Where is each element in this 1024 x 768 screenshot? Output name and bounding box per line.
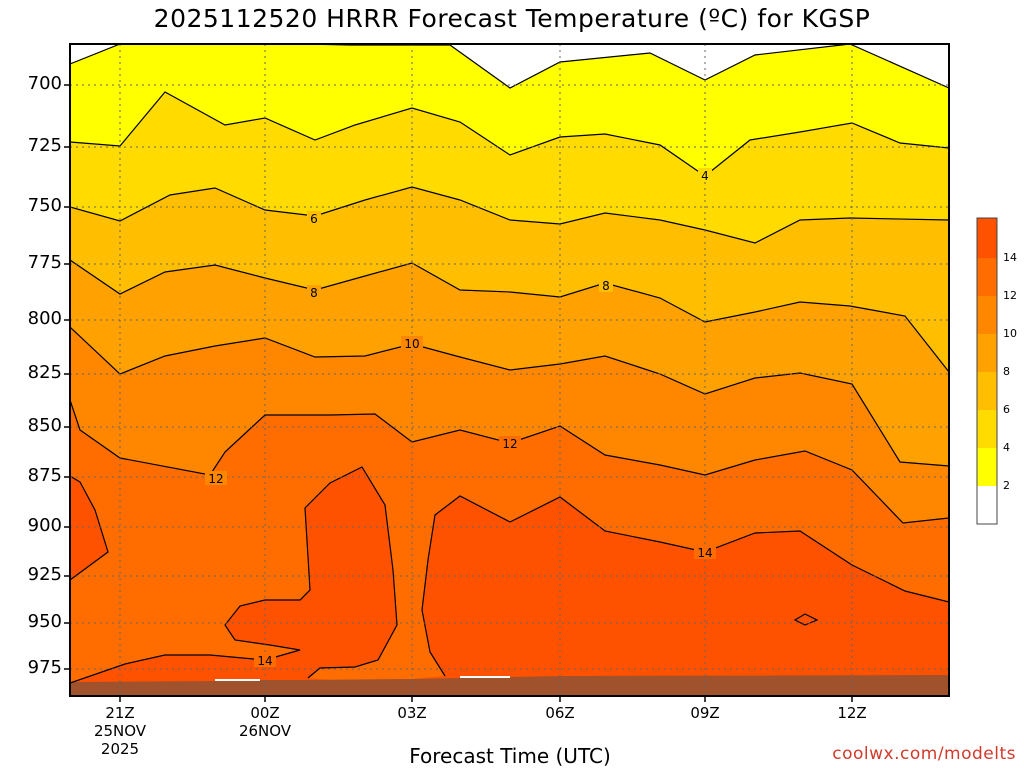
colorbar-tick-label: 4 <box>1003 441 1010 454</box>
contour-label-group: 4 6 8 8 10 12 12 14 14 <box>205 168 716 668</box>
grid-lines <box>70 44 949 696</box>
colorbar-tick-label: 6 <box>1003 403 1010 416</box>
x-tick-label: 00Z 26NOV <box>238 704 292 740</box>
colorbar-tick-label: 2 <box>1003 479 1010 492</box>
x-axis-label: Forecast Time (UTC) <box>409 744 611 768</box>
filled-contours <box>70 44 949 696</box>
axis-ticks <box>64 84 853 702</box>
band-14-16-main <box>70 467 949 696</box>
y-tick-label: 725 <box>27 135 62 156</box>
y-tick-label: 900 <box>27 515 62 536</box>
x-tick-label: 12Z <box>837 704 867 722</box>
credit-link[interactable]: coolwx.com/modelts <box>832 744 1016 764</box>
y-tick-label: 850 <box>27 415 62 436</box>
plot-frame <box>69 43 950 697</box>
colorbar-tick-label: 14 <box>1003 251 1017 264</box>
contour-label-12b: 12 <box>502 437 517 451</box>
y-tick-label: 925 <box>27 564 62 585</box>
colorbar-tick-label: 10 <box>1003 327 1017 340</box>
y-tick-label: 950 <box>27 611 62 632</box>
contour-label-8a: 8 <box>310 286 318 300</box>
y-tick-label: 775 <box>27 252 62 273</box>
x-tick-label: 06Z <box>545 704 575 722</box>
contour-label-8b: 8 <box>602 279 610 293</box>
contour-label-14a: 14 <box>697 546 712 560</box>
contour-label-10: 10 <box>404 337 419 351</box>
y-tick-label: 700 <box>27 73 62 94</box>
chart-title: 2025112520 HRRR Forecast Temperature (ºC… <box>153 4 871 33</box>
y-tick-label: 750 <box>27 195 62 216</box>
y-tick-label: 825 <box>27 362 62 383</box>
contour-label-6: 6 <box>310 212 318 226</box>
contour-label-14b: 14 <box>257 654 272 668</box>
colorbar <box>976 217 998 525</box>
band-14-16-left <box>70 476 108 580</box>
x-tick-label: 21Z 25NOV 2025 <box>93 704 147 758</box>
contour-label-12a: 12 <box>208 472 223 486</box>
y-tick-label: 875 <box>27 465 62 486</box>
colorbar-tick-label: 8 <box>1003 365 1010 378</box>
contour-label-4: 4 <box>701 169 709 183</box>
y-tick-label: 975 <box>27 657 62 678</box>
colorbar-tick-label: 12 <box>1003 289 1017 302</box>
x-tick-label: 09Z <box>690 704 720 722</box>
x-tick-label: 03Z <box>397 704 427 722</box>
y-tick-label: 800 <box>27 308 62 329</box>
ground-shading <box>70 675 949 696</box>
